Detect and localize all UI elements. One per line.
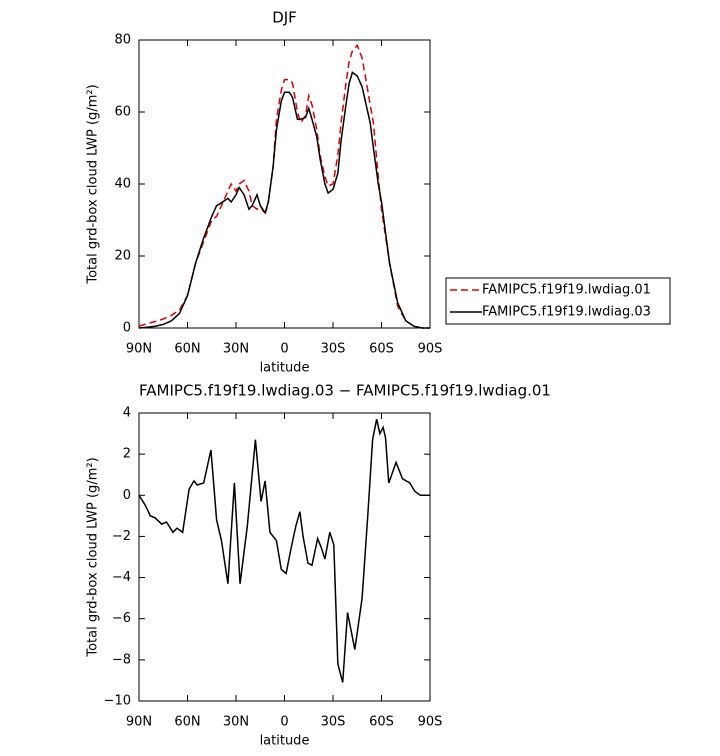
x-tick-label: 30S: [321, 342, 346, 357]
x-tick-label: 0: [280, 342, 288, 357]
x-tick-label: 90N: [126, 342, 152, 357]
chart-title: FAMIPC5.f19f19.lwdiag.03 − FAMIPC5.f19f1…: [139, 382, 551, 400]
data-line: [138, 71, 430, 329]
x-tick-label: 60N: [174, 342, 200, 357]
legend-label: FAMIPC5.f19f19.lwdiag.01: [482, 283, 651, 298]
data-line: [138, 419, 430, 683]
y-tick-label: 60: [114, 105, 131, 120]
x-axis-label: latitude: [260, 361, 310, 376]
plot-frame: [138, 39, 431, 329]
y-tick-label: −8: [112, 652, 131, 667]
y-tick-label: −2: [112, 529, 131, 544]
x-tick-label: 90N: [126, 715, 152, 730]
y-tick-label: 0: [123, 321, 131, 336]
y-tick-label: 2: [123, 447, 131, 462]
y-tick-label: 4: [123, 406, 131, 421]
x-tick-label: 60S: [369, 342, 394, 357]
y-tick-label: 20: [114, 249, 131, 264]
y-tick-label: −10: [104, 694, 131, 709]
x-tick-label: 60S: [369, 715, 394, 730]
y-tick-label: −6: [112, 611, 131, 626]
x-tick-label: 0: [280, 715, 288, 730]
y-tick-label: 0: [123, 488, 131, 503]
chart-title: DJF: [272, 9, 297, 27]
y-axis-label: Total grd-box cloud LWP (g/m²): [86, 457, 101, 657]
y-tick-label: 40: [114, 177, 131, 192]
legend-box: [445, 277, 671, 325]
x-tick-label: 90S: [418, 342, 443, 357]
x-tick-label: 90S: [418, 715, 443, 730]
y-tick-label: −4: [112, 570, 131, 585]
legend-label: FAMIPC5.f19f19.lwdiag.03: [482, 305, 651, 320]
x-tick-label: 30N: [223, 715, 249, 730]
y-tick-label: 80: [114, 33, 131, 48]
x-tick-label: 30N: [223, 342, 249, 357]
data-line: [138, 43, 430, 329]
x-axis-label: latitude: [260, 734, 310, 749]
x-tick-label: 60N: [174, 715, 200, 730]
y-axis-label: Total grd-box cloud LWP (g/m²): [86, 84, 101, 284]
x-tick-label: 30S: [321, 715, 346, 730]
